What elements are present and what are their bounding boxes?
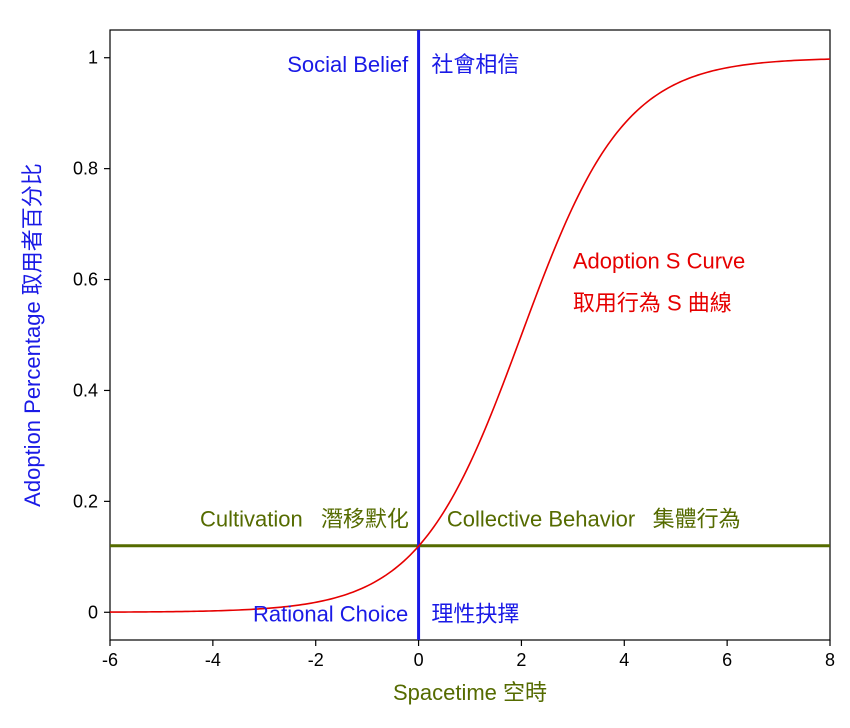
chart-container: -6 -4 -2 0 2 4 6 8 0 0.2 0.4 0.6 0.8 1 Social Belief 社會… (0, 0, 850, 728)
y-tick-label: 0.8 (73, 159, 98, 179)
y-tick-label: 0.2 (73, 491, 98, 511)
x-tick-label: 6 (722, 650, 732, 670)
y-tick-label: 0.4 (73, 380, 98, 400)
x-tick-label: 0 (414, 650, 424, 670)
annotation-cultivation_zh: 潛移默化 (321, 507, 409, 532)
y-axis-label: Adoption Percentage 取用者百分比 (20, 163, 45, 507)
x-tick-label: -6 (102, 650, 118, 670)
annotation-scurve_zh: 取用行為 S 曲線 (573, 290, 732, 315)
annotation-social_belief_zh: 社會相信 (431, 52, 519, 77)
y-tick-label: 0 (88, 602, 98, 622)
x-tick-label: 8 (825, 650, 835, 670)
annotation-collective_zh: 集體行為 (653, 507, 741, 532)
annotation-cultivation_en: Cultivation (200, 507, 303, 532)
adoption-s-curve-chart: -6 -4 -2 0 2 4 6 8 0 0.2 0.4 0.6 0.8 1 Social Belief 社會… (0, 0, 850, 728)
annotation-rational_choice_en: Rational Choice (253, 601, 408, 626)
y-tick-label: 0.6 (73, 270, 98, 290)
chart-background (0, 0, 850, 728)
annotation-collective_en: Collective Behavior (447, 507, 635, 532)
x-tick-label: -4 (205, 650, 221, 670)
y-tick-label: 1 (88, 48, 98, 68)
x-tick-label: 2 (516, 650, 526, 670)
annotation-social_belief_en: Social Belief (287, 52, 409, 77)
x-tick-label: -2 (308, 650, 324, 670)
annotation-rational_choice_zh: 理性抉擇 (431, 601, 519, 626)
x-axis-label: Spacetime 空時 (393, 680, 547, 705)
annotation-scurve_en: Adoption S Curve (573, 249, 745, 274)
x-tick-label: 4 (619, 650, 629, 670)
